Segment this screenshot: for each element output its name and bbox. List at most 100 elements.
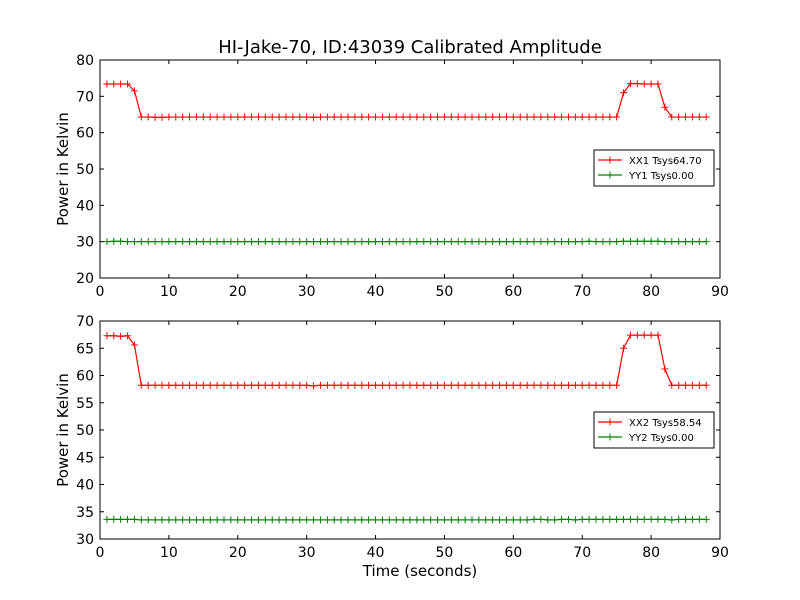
data-point-yy1	[392, 238, 400, 246]
data-point-yy2	[337, 516, 345, 524]
data-point-yy1	[144, 238, 152, 246]
y-tick-label: 60	[76, 126, 94, 142]
data-point-yy2	[654, 515, 662, 523]
data-point-yy1	[124, 238, 132, 246]
data-point-xx1	[654, 80, 662, 88]
data-point-yy2	[282, 516, 290, 524]
x-tick-label: 30	[298, 545, 316, 561]
data-point-yy2	[606, 515, 614, 523]
data-point-xx1	[668, 113, 676, 121]
legend-marker-xx2	[606, 418, 614, 426]
data-point-xx2	[268, 381, 276, 389]
data-point-xx2	[399, 381, 407, 389]
data-point-xx2	[530, 381, 538, 389]
data-point-yy2	[199, 516, 207, 524]
data-point-yy2	[248, 516, 256, 524]
data-point-yy1	[130, 238, 138, 246]
data-point-yy2	[516, 516, 524, 524]
data-point-xx2	[564, 381, 572, 389]
data-point-xx2	[626, 331, 634, 339]
data-point-yy1	[289, 238, 297, 246]
data-point-yy2	[358, 516, 366, 524]
data-point-xx1	[186, 113, 194, 121]
data-point-xx2	[571, 381, 579, 389]
data-point-yy2	[564, 515, 572, 523]
data-point-xx1	[544, 113, 552, 121]
data-point-xx2	[537, 381, 545, 389]
data-point-yy1	[461, 238, 469, 246]
data-point-xx2	[110, 332, 118, 340]
data-point-yy2	[599, 515, 607, 523]
data-point-xx1	[702, 113, 710, 121]
data-point-xx1	[268, 113, 276, 121]
y-tick-label: 65	[76, 341, 94, 357]
data-point-yy1	[675, 238, 683, 246]
data-point-xx2	[461, 381, 469, 389]
data-point-xx1	[475, 113, 483, 121]
data-point-yy1	[399, 238, 407, 246]
x-tick-label: 20	[229, 545, 247, 561]
data-point-xx1	[461, 113, 469, 121]
data-point-yy2	[496, 516, 504, 524]
data-point-yy1	[220, 238, 228, 246]
data-point-yy1	[179, 238, 187, 246]
data-point-yy1	[633, 237, 641, 245]
data-point-yy2	[468, 516, 476, 524]
data-point-yy1	[365, 238, 373, 246]
data-point-xx2	[165, 381, 173, 389]
data-point-xx1	[551, 113, 559, 121]
data-point-xx2	[172, 381, 180, 389]
data-point-yy1	[496, 238, 504, 246]
data-point-xx1	[523, 113, 531, 121]
data-point-xx1	[234, 113, 242, 121]
x-tick-label: 70	[573, 284, 591, 300]
x-tick-label: 60	[504, 284, 522, 300]
data-point-yy2	[578, 515, 586, 523]
data-point-xx1	[537, 113, 545, 121]
data-point-yy1	[310, 238, 318, 246]
data-point-yy2	[385, 516, 393, 524]
data-point-yy1	[206, 238, 214, 246]
data-point-xx1	[351, 113, 359, 121]
data-point-xx2	[254, 381, 262, 389]
data-point-xx2	[385, 381, 393, 389]
data-point-xx1	[358, 113, 366, 121]
data-point-xx1	[241, 113, 249, 121]
data-point-xx1	[447, 113, 455, 121]
data-point-yy1	[475, 238, 483, 246]
data-point-yy1	[117, 237, 125, 245]
data-point-xx2	[213, 381, 221, 389]
data-point-xx2	[675, 381, 683, 389]
data-point-xx2	[468, 381, 476, 389]
data-point-yy2	[158, 516, 166, 524]
data-point-yy1	[647, 237, 655, 245]
data-point-yy2	[344, 516, 352, 524]
x-tick-label: 10	[160, 284, 178, 300]
data-point-xx1	[620, 89, 628, 97]
data-point-xx2	[502, 381, 510, 389]
data-point-xx2	[654, 331, 662, 339]
y-tick-label: 40	[76, 478, 94, 494]
x-tick-label: 80	[642, 284, 660, 300]
data-point-yy1	[199, 238, 207, 246]
data-point-yy1	[165, 238, 173, 246]
data-point-xx1	[310, 113, 318, 121]
data-point-xx2	[454, 381, 462, 389]
data-point-xx1	[337, 113, 345, 121]
data-point-xx2	[316, 381, 324, 389]
data-point-xx1	[558, 113, 566, 121]
data-point-yy2	[137, 516, 145, 524]
data-point-xx2	[144, 381, 152, 389]
data-point-yy2	[192, 516, 200, 524]
data-point-xx2	[496, 381, 504, 389]
data-point-xx2	[179, 381, 187, 389]
data-point-xx2	[682, 381, 690, 389]
data-point-yy1	[537, 238, 545, 246]
data-point-yy2	[530, 515, 538, 523]
data-point-xx1	[392, 113, 400, 121]
data-point-xx1	[633, 80, 641, 88]
data-point-yy1	[551, 238, 559, 246]
y-tick-label: 35	[76, 505, 94, 521]
data-point-yy2	[186, 516, 194, 524]
data-point-yy2	[447, 516, 455, 524]
